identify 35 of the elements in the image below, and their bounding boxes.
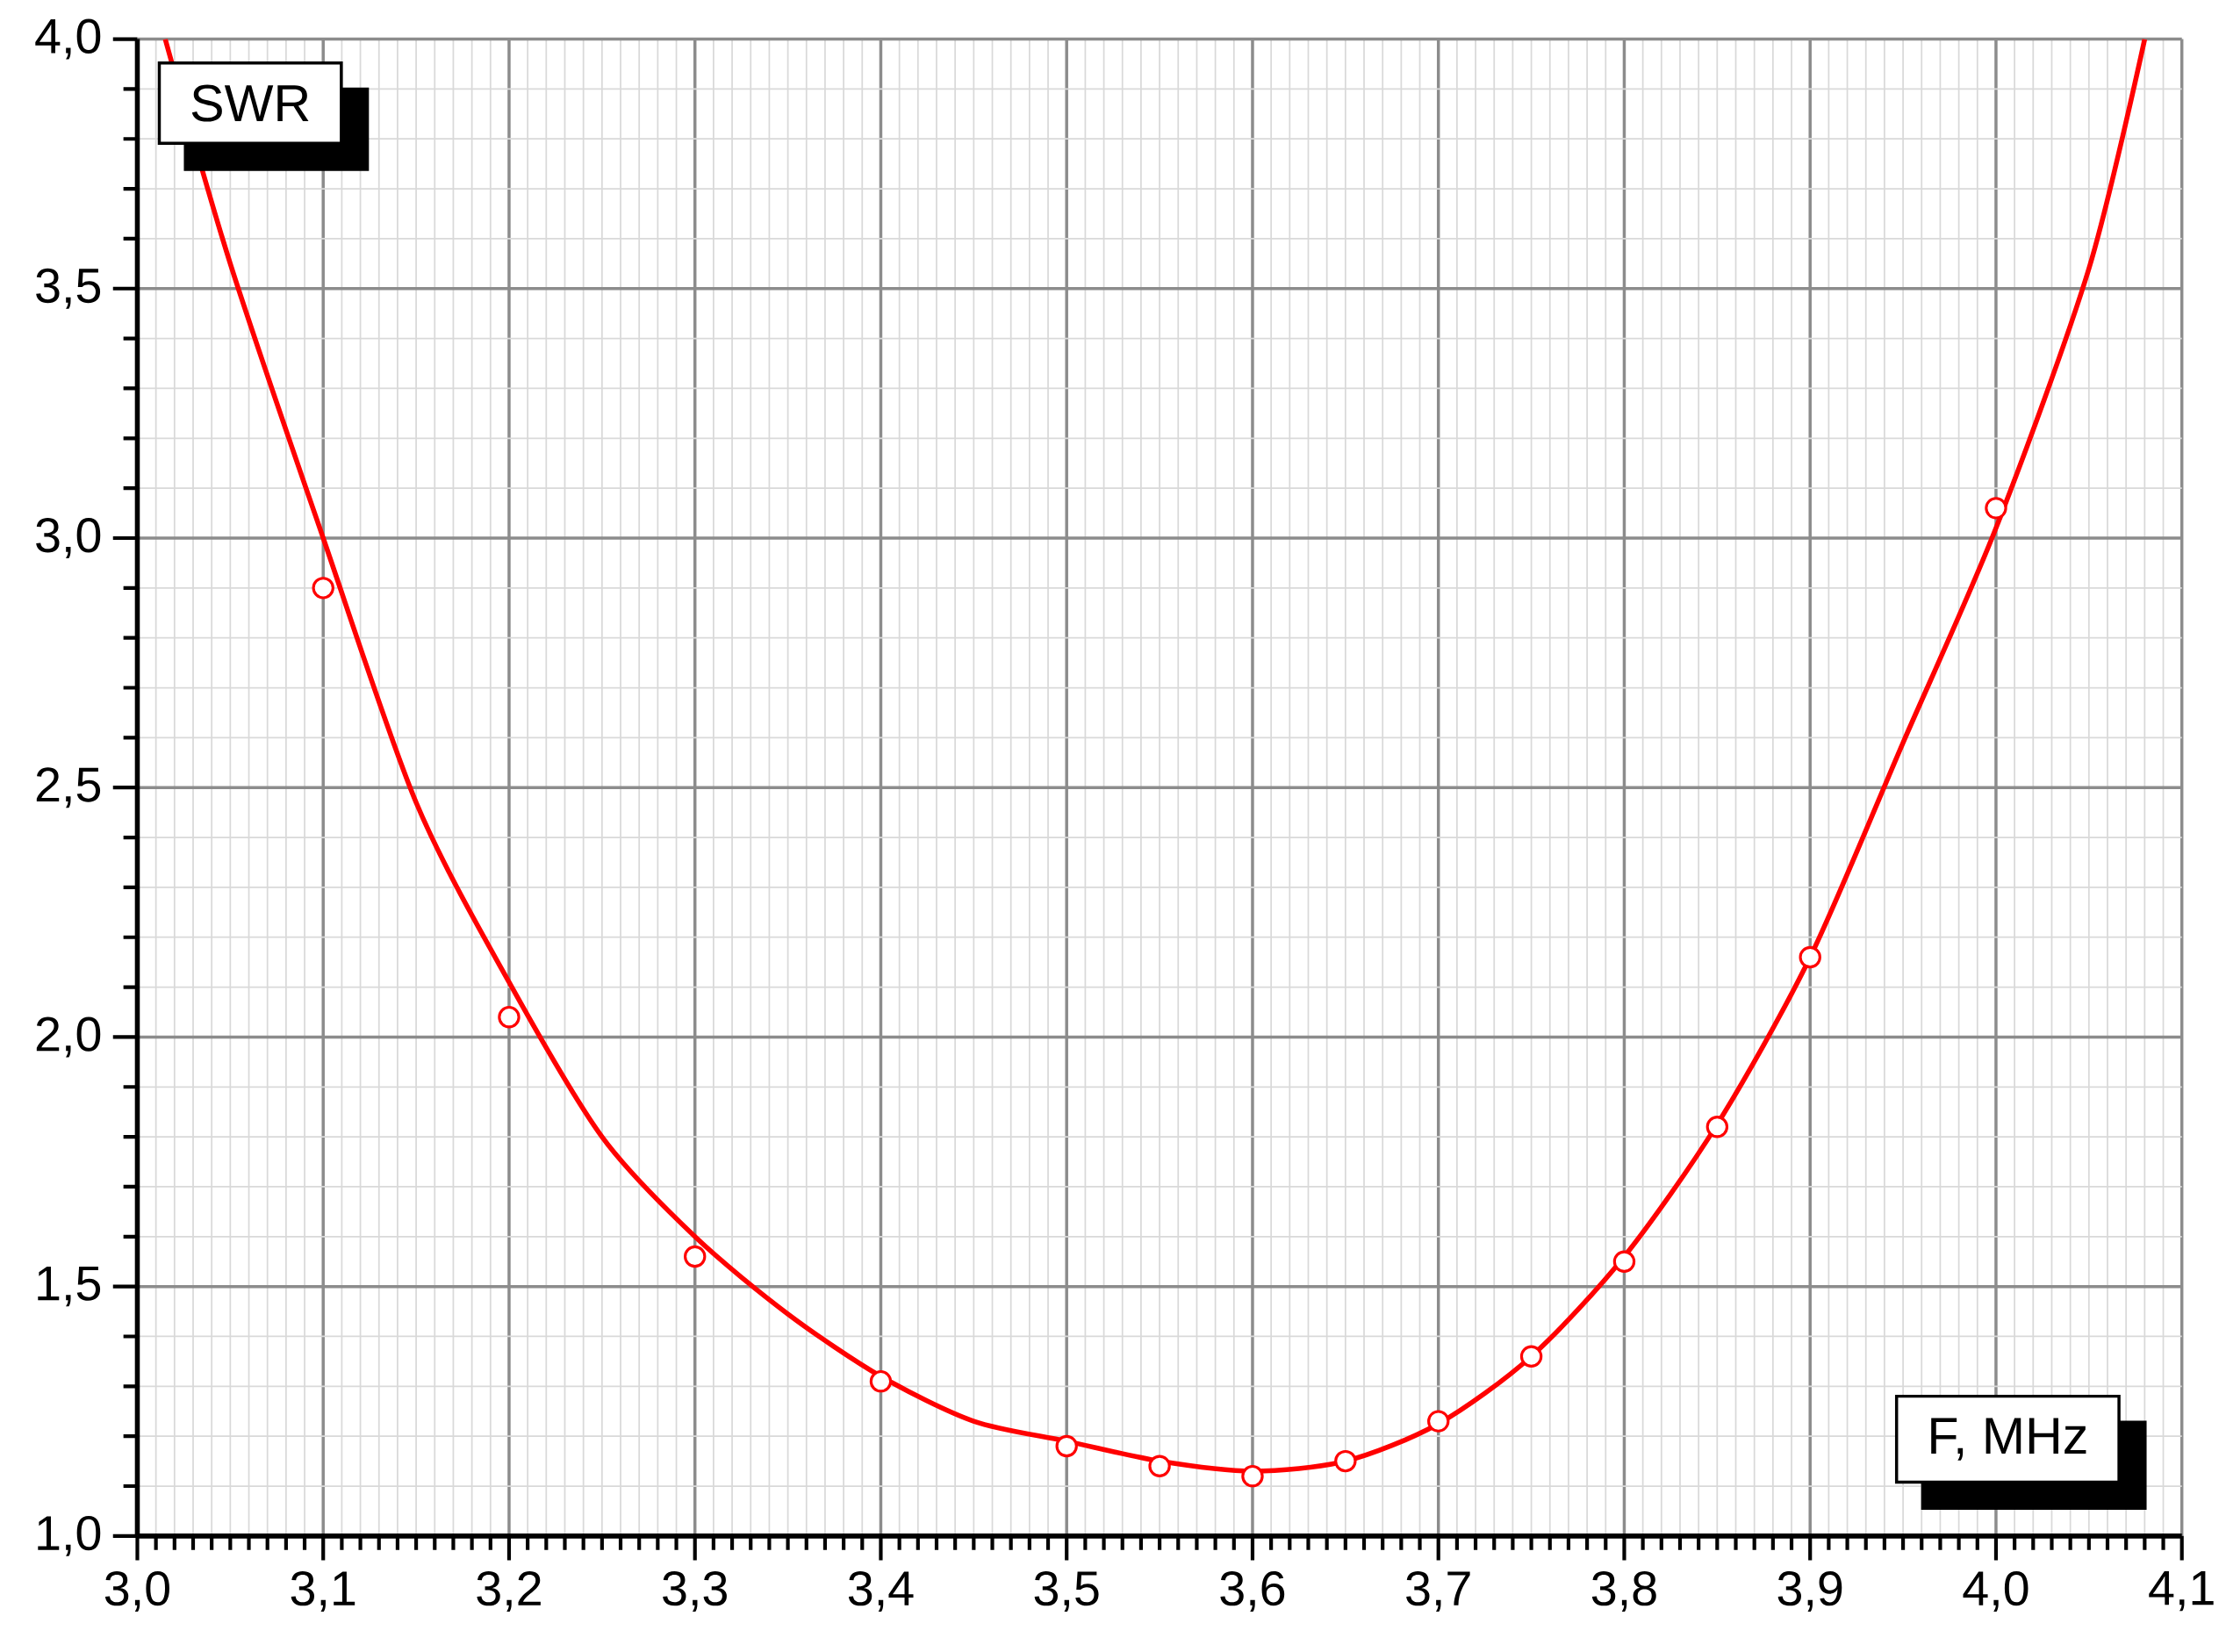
x-tick-label: 3,4 [848,1571,914,1612]
point [1705,1116,1729,1138]
point [1055,1435,1078,1458]
point [1148,1454,1171,1478]
x-tick-label: 3,9 [1777,1571,1842,1612]
point [1799,945,1821,969]
x-tick-label: 3,2 [477,1571,541,1612]
x-tick-label: 3,8 [1591,1571,1656,1612]
point [1612,1250,1636,1274]
x-tick-label: 3,0 [104,1571,169,1612]
point [1241,1465,1264,1488]
point [1334,1450,1357,1473]
point [498,1006,521,1029]
point [1427,1410,1450,1433]
point [684,1246,707,1268]
x-tick-label: 3,6 [1220,1571,1285,1612]
y-tick-label: 3,0 [36,518,101,559]
x-tick-label: 4,0 [1963,1571,2029,1612]
y-tick-label: 4,0 [35,18,101,60]
x-tick-label: 3,1 [291,1571,355,1612]
point [1985,497,2007,520]
y-tick-label: 2,5 [36,767,101,808]
x-tick-label: 4,1 [2149,1571,2214,1612]
point [312,577,334,600]
y-axis-title: SWR [191,84,309,122]
point [869,1370,893,1393]
y-tick-label: 1,5 [38,1267,101,1307]
y-tick-label: 3,5 [36,268,101,309]
x-tick-label: 3,5 [1034,1571,1099,1612]
y-tick-label: 2,0 [36,1016,101,1058]
y-tick-label: 1,0 [38,1516,101,1557]
x-tick-label: 3,3 [663,1571,727,1612]
point [1519,1345,1543,1368]
x-axis-title: F, MHz [1931,1418,2086,1461]
x-tick-label: 3,7 [1406,1571,1470,1612]
